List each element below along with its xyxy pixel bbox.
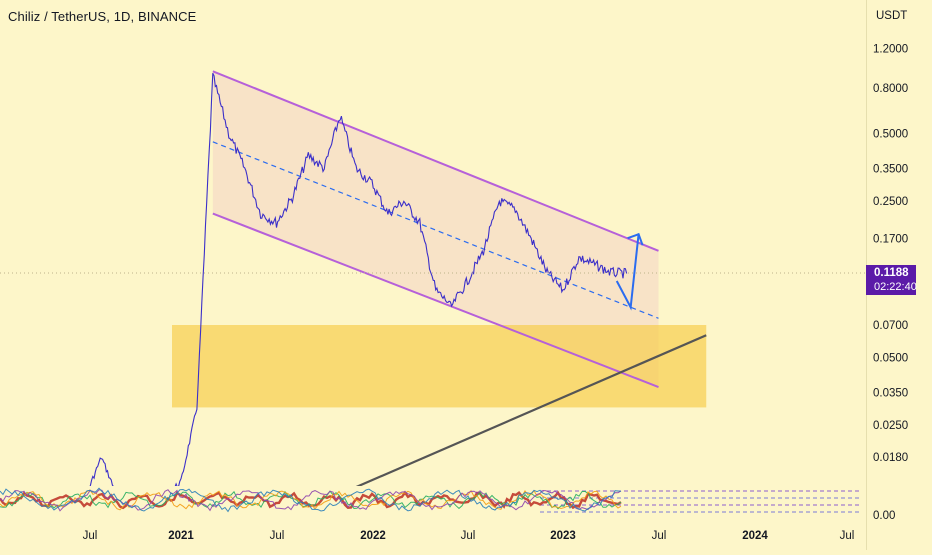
y-tick-label: 0.5000: [873, 129, 908, 141]
support-trendline: [291, 334, 707, 516]
y-tick-label: 0.0180: [873, 452, 908, 464]
y-tick-label: 0.0350: [873, 387, 908, 399]
x-tick-label: Jul: [840, 530, 855, 542]
x-tick-label: 2021: [168, 530, 194, 542]
channel-fill: [212, 71, 659, 388]
y-tick-label: 0.3500: [873, 163, 908, 175]
x-tick-label: Jul: [270, 530, 285, 542]
oscillator-line: [0, 489, 622, 511]
indicator-y-label: 0.00: [873, 510, 895, 522]
x-tick-label: Jul: [83, 530, 98, 542]
x-tick-label: 2023: [550, 530, 576, 542]
oscillator-line: [0, 490, 622, 510]
y-axis-unit-label: USDT: [876, 10, 907, 22]
y-tick-label: 0.0700: [873, 320, 908, 332]
bar-countdown-label: 02:22:40: [874, 281, 917, 293]
projection-arrow: [615, 234, 640, 311]
x-tick-label: Jul: [652, 530, 667, 542]
y-tick-label: 0.0250: [873, 420, 908, 432]
x-tick-label: 2024: [742, 530, 768, 542]
chart-title: Chiliz / TetherUS, 1D, BINANCE: [8, 9, 197, 24]
y-tick-label: 0.8000: [873, 83, 908, 95]
demand-zone: [172, 325, 707, 408]
y-tick-label: 1.2000: [873, 44, 908, 56]
channel-lower-line: [212, 212, 659, 388]
x-tick-label: 2022: [360, 530, 386, 542]
projection-arrowhead: [627, 232, 644, 246]
current-price-label: 0.1188: [874, 267, 909, 279]
channel-mid-line: [212, 141, 659, 319]
y-tick-label: 0.2500: [873, 196, 908, 208]
y-tick-label: 0.1700: [873, 234, 908, 246]
x-tick-label: Jul: [461, 530, 476, 542]
channel-upper-line: [212, 70, 659, 252]
oscillator-line: [0, 487, 622, 513]
current-price-badge: 0.1188 02:22:40: [866, 265, 917, 295]
y-tick-label: 0.0500: [873, 353, 908, 365]
